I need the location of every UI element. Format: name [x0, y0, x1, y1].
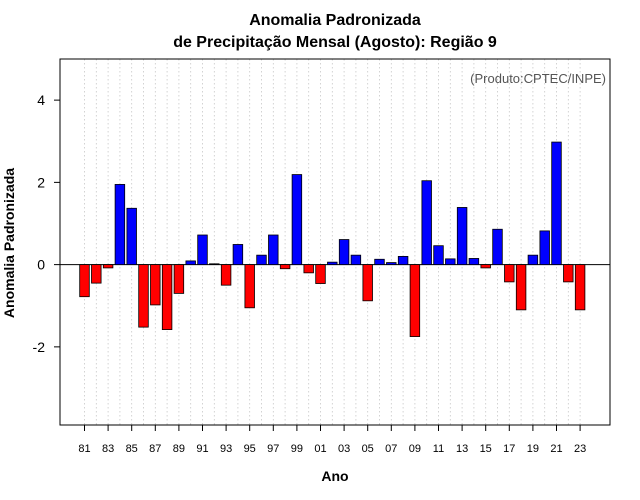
bar-86	[138, 264, 149, 328]
bar-87	[150, 264, 161, 306]
x-tick-label: 95	[244, 443, 256, 455]
y-tick-label: -2	[33, 339, 46, 355]
bar-90	[185, 260, 196, 266]
bar-93	[220, 264, 232, 286]
bar-00	[303, 264, 314, 274]
bar-81	[79, 264, 90, 298]
x-tick-label: 85	[126, 443, 138, 455]
x-tick-label: 05	[362, 443, 374, 455]
bar-08	[397, 255, 409, 266]
bar-09	[409, 264, 421, 337]
x-tick-label: 03	[338, 443, 350, 455]
bar-22	[563, 264, 574, 283]
y-tick-label: 0	[37, 257, 45, 273]
x-tick-label: 21	[550, 443, 562, 455]
bar-10	[421, 180, 432, 266]
x-tick-label: 93	[220, 443, 232, 455]
bar-18	[515, 264, 527, 311]
x-tick-label: 91	[196, 443, 208, 455]
bar-17	[504, 264, 515, 283]
vertical-grid-lines	[84, 59, 581, 425]
bar-12	[445, 258, 456, 266]
bar-95	[244, 264, 255, 309]
bar-83	[102, 264, 114, 269]
x-tick-label: 09	[409, 443, 421, 455]
bar-04	[350, 254, 362, 266]
x-tick-label: 11	[433, 443, 444, 455]
x-tick-label: 81	[78, 443, 90, 455]
bar-16	[492, 228, 503, 266]
bar-98	[279, 264, 291, 270]
bar-07	[386, 262, 397, 266]
bar-96	[256, 254, 267, 266]
x-tick-label: 19	[527, 443, 539, 455]
bar-05	[362, 264, 373, 302]
bar-11	[433, 245, 444, 266]
bar-92	[209, 263, 220, 266]
bar-94	[232, 244, 244, 266]
x-axis-label: Ano	[321, 468, 348, 484]
x-tick-label: 13	[456, 443, 468, 455]
x-tick-label: 83	[102, 443, 114, 455]
x-tick-label: 07	[385, 443, 397, 455]
bar-21	[551, 141, 562, 266]
plot-frame	[59, 58, 611, 426]
bar-88	[161, 264, 173, 330]
x-axis: 81 83 85 87 89 91 93 95 97 99 01 03 05 07 09 11 13 15 17 19…	[78, 425, 586, 455]
bar-01	[315, 264, 326, 284]
chart-title-line2: de Precipitação Mensal (Agosto): Região …	[173, 34, 497, 51]
x-tick-label: 01	[314, 443, 326, 455]
y-tick-label: 4	[37, 92, 45, 108]
bar-84	[114, 184, 126, 266]
bar-82	[91, 264, 102, 284]
x-tick-label: 23	[574, 443, 586, 455]
bar-97	[268, 234, 279, 266]
bar-23	[574, 264, 586, 311]
x-tick-label: 15	[480, 443, 492, 455]
y-tick-label: 2	[37, 174, 45, 190]
x-tick-label: 89	[173, 443, 185, 455]
chart-title-line1: Anomalia Padronizada	[249, 12, 421, 29]
credit-text: (Produto:CPTEC/INPE)	[470, 71, 606, 86]
x-tick-label: 97	[267, 443, 279, 455]
bar-06	[374, 258, 385, 266]
bar-91	[197, 234, 208, 266]
x-tick-label: 99	[291, 443, 303, 455]
bars	[79, 141, 586, 337]
y-axis-label: Anomalia Padronizada	[1, 168, 17, 318]
bar-99	[291, 174, 303, 266]
bar-13	[456, 207, 468, 266]
bar-03	[338, 239, 350, 266]
y-axis: -2 0 2 4	[33, 92, 60, 355]
bar-89	[173, 264, 185, 294]
bar-20	[539, 230, 550, 266]
bar-15	[480, 264, 491, 269]
bar-02	[327, 261, 338, 266]
bar-19	[527, 254, 539, 266]
bar-14	[468, 258, 480, 266]
x-tick-label: 87	[149, 443, 161, 455]
bar-85	[126, 207, 137, 266]
x-tick-label: 17	[503, 443, 515, 455]
